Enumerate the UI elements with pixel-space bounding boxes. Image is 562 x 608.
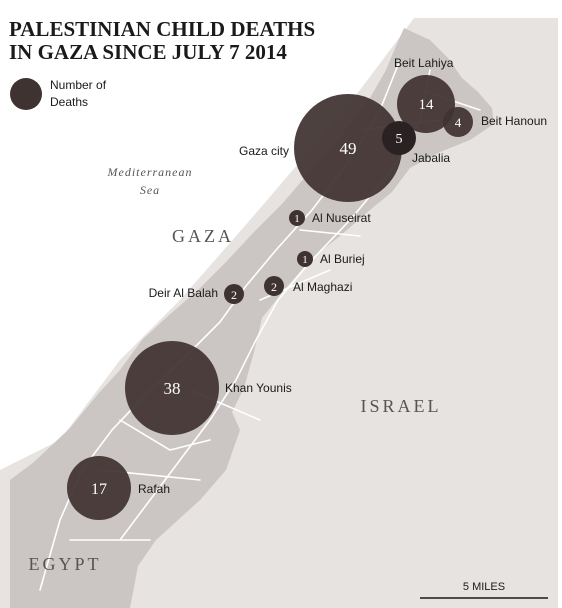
bubble-beit-hanoun <box>443 107 473 137</box>
sea-label-line2: Sea <box>140 183 160 197</box>
value-deir-al-balah: 2 <box>231 288 237 302</box>
region-label-gaza: GAZA <box>172 226 234 246</box>
bubble-beit-lahiya <box>397 75 455 133</box>
bubble-rafah <box>67 456 131 520</box>
label-gaza-city: Gaza city <box>239 144 289 158</box>
label-khan-younis: Khan Younis <box>225 381 292 395</box>
label-al-buriej: Al Buriej <box>320 252 365 266</box>
legend-bubble <box>10 78 42 110</box>
value-beit-lahiya: 14 <box>419 97 435 113</box>
legend-label-line1: Number of <box>50 78 107 92</box>
value-al-nuseirat: 1 <box>294 213 300 225</box>
sea-label-line1: Mediterranean <box>107 165 193 179</box>
cross-road-7 <box>119 419 211 451</box>
label-beit-lahiya: Beit Lahiya <box>394 56 454 70</box>
value-jabalia: 5 <box>396 132 403 147</box>
cross-road-2 <box>299 229 361 237</box>
label-jabalia: Jabalia <box>412 151 450 165</box>
region-label-egypt: EGYPT <box>29 554 102 574</box>
bubble-jabalia <box>382 121 416 155</box>
value-khan-younis: 38 <box>164 379 181 398</box>
place-labels: Beit Lahiya Beit Hanoun Gaza city Jabali… <box>138 56 547 496</box>
bubble-al-maghazi <box>264 276 284 296</box>
bubble-values: 49 38 17 14 5 4 2 2 1 1 <box>91 97 462 498</box>
label-al-nuseirat: Al Nuseirat <box>312 211 371 225</box>
bubble-deir-al-balah <box>224 284 244 304</box>
value-al-buriej: 1 <box>302 254 308 266</box>
map-title-line2: IN GAZA SINCE JULY 7 2014 <box>9 40 287 64</box>
label-rafah: Rafah <box>138 482 170 496</box>
value-gaza-city: 49 <box>340 139 357 158</box>
value-rafah: 17 <box>91 481 107 498</box>
region-label-israel: ISRAEL <box>361 396 442 416</box>
bubble-khan-younis <box>125 341 219 435</box>
value-al-maghazi: 2 <box>271 280 277 294</box>
value-beit-hanoun: 4 <box>455 115 462 130</box>
label-beit-hanoun: Beit Hanoun <box>481 114 547 128</box>
label-al-maghazi: Al Maghazi <box>293 280 352 294</box>
scale-bar-label: 5 MILES <box>463 581 505 593</box>
legend-label-line2: Deaths <box>50 95 88 109</box>
map-title-line1: PALESTINIAN CHILD DEATHS <box>9 17 315 41</box>
bubble-layer <box>67 75 473 520</box>
label-deir-al-balah: Deir Al Balah <box>149 286 218 300</box>
bubble-al-nuseirat <box>289 210 305 226</box>
bubble-al-buriej <box>297 251 313 267</box>
bubble-gaza-city <box>294 94 402 202</box>
scale-bar: 5 MILES <box>420 581 548 599</box>
